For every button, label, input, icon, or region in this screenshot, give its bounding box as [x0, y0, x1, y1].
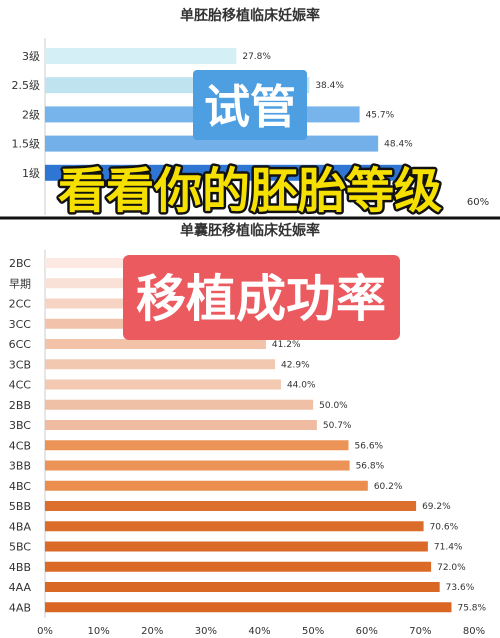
chart2-bar	[45, 460, 350, 471]
rate-badge-bg	[123, 255, 400, 340]
chart2-category-label: 3BC	[9, 419, 31, 432]
chart1-tick-label: 60%	[467, 197, 489, 208]
chart2-value-label: 56.6%	[355, 441, 384, 451]
chart2-value-label: 41.2%	[272, 340, 301, 350]
chart2-bar	[45, 359, 276, 370]
chart2-bar	[45, 561, 432, 572]
chart2-value-label: 70.6%	[430, 522, 459, 532]
chart2-category-label: 2BC	[9, 257, 31, 270]
chart2-category-label: 早期	[9, 277, 31, 290]
chart2-value-label: 60.2%	[374, 482, 403, 492]
chart1-category-label: 1.5级	[12, 138, 41, 151]
chart2-value-label: 69.2%	[422, 502, 451, 512]
chart2-category-label: 4BB	[9, 561, 31, 574]
chart2-bar	[45, 501, 417, 511]
chart2-category-label: 5BB	[9, 500, 31, 513]
chart2-bar	[45, 521, 424, 532]
grade-banner-text: 看看你的胚胎等级	[58, 163, 442, 219]
chart2-category-label: 3BB	[9, 460, 31, 473]
chart2-category-label: 4AB	[9, 601, 31, 614]
chart2-tick-label: 10%	[88, 626, 110, 637]
chart1-category-label: 2级	[22, 108, 40, 121]
rate-badge-text: 移植成功率	[136, 270, 386, 328]
chart2-value-label: 71.4%	[434, 543, 463, 553]
chart2-category-label: 2CC	[9, 298, 32, 311]
chart2-value-label: 44.0%	[287, 381, 316, 391]
chart2-value-label: 50.0%	[319, 401, 348, 411]
chart2-category-label: 4CB	[9, 439, 31, 452]
chart2-title: 单囊胚移植临床妊娠率	[180, 222, 320, 239]
chart2-value-label: 72.0%	[437, 563, 466, 573]
chart2-category-label: 4BC	[9, 480, 31, 493]
chart2-tick-label: 60%	[356, 626, 378, 637]
chart2-bar	[45, 582, 440, 592]
chart2-value-label: 42.9%	[281, 360, 310, 370]
chart1-bar	[45, 48, 237, 64]
tube-badge-bg	[193, 70, 307, 140]
chart2-tick-label: 20%	[141, 626, 163, 637]
chart2-value-label: 56.8%	[356, 462, 385, 472]
chart2-tick-label: 30%	[195, 626, 217, 637]
chart2-category-label: 3CB	[9, 358, 31, 371]
chart2-category-label: 4CC	[9, 379, 32, 392]
chart2-category-label: 3CC	[9, 318, 32, 331]
chart2-bar	[45, 258, 196, 268]
chart2-bar	[45, 541, 428, 552]
chart2-bar	[45, 480, 368, 491]
chart1-value-label: 45.7%	[366, 110, 395, 120]
chart2-tick-label: 80%	[463, 626, 485, 637]
chart1-category-label: 1级	[22, 167, 40, 180]
chart2-bar	[45, 399, 314, 410]
chart2-tick-label: 50%	[302, 626, 324, 637]
chart1-value-label: 48.4%	[384, 140, 413, 150]
chart2-category-label: 2BB	[9, 399, 31, 412]
chart2-bar	[45, 379, 281, 390]
chart2-bar	[45, 339, 266, 349]
chart1-value-label: 38.4%	[315, 81, 344, 91]
chart2-tick-label: 70%	[409, 626, 431, 637]
chart1-category-label: 3级	[22, 50, 40, 63]
chart2-value-label: 75.8%	[457, 603, 486, 613]
chart2-category-label: 4BA	[9, 520, 32, 533]
chart2-category-label: 4AA	[9, 581, 32, 594]
chart2-bar	[45, 602, 452, 613]
chart2-bar	[45, 420, 317, 430]
chart1-title: 单胚胎移植临床妊娠率	[180, 7, 320, 24]
chart1-category-label: 2.5级	[12, 79, 41, 92]
chart2-category-label: 6CC	[9, 338, 32, 351]
chart2-tick-label: 40%	[248, 626, 270, 637]
chart2-category-label: 5BC	[9, 541, 31, 554]
chart1-bar	[45, 164, 403, 181]
chart2-tick-label: 0%	[37, 626, 53, 637]
chart2-value-label: 50.7%	[323, 421, 352, 431]
chart2-bar	[45, 440, 349, 451]
tube-badge-text: 试管	[204, 80, 296, 134]
chart2-value-label: 73.6%	[446, 583, 475, 593]
chart1-value-label: 27.8%	[242, 52, 271, 62]
